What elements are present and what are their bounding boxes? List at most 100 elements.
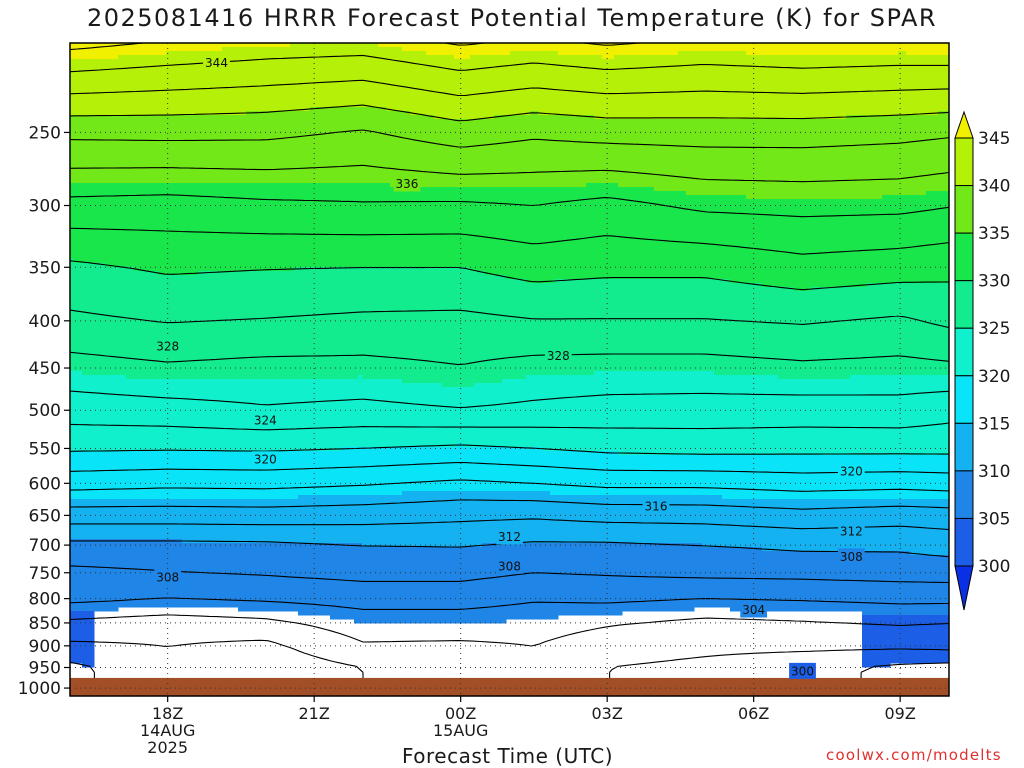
y-tick-label-500: 500 bbox=[29, 401, 61, 421]
y-tick-label-800: 800 bbox=[29, 590, 61, 610]
contour-label-bg bbox=[837, 463, 865, 480]
contour-label-bg bbox=[837, 548, 865, 565]
contour-306 bbox=[70, 597, 949, 610]
theta-shading bbox=[70, 43, 949, 668]
contour-340 bbox=[70, 104, 949, 122]
contour-302 bbox=[70, 639, 949, 696]
contour-314 bbox=[70, 499, 949, 510]
contour-label-bg bbox=[642, 498, 670, 515]
y-axis: 250 300 350 400 450 500 550 600 650 700 750 800 850 9… bbox=[18, 123, 70, 699]
colorbar-segment bbox=[954, 137, 974, 187]
colorbar-label-310: 310 bbox=[978, 462, 1010, 482]
contour-labels: 344 336 328 328 324 320 320 316 312 312 308 308 308 3… bbox=[154, 54, 865, 679]
y-tick-label-250: 250 bbox=[29, 123, 61, 143]
contour-label-bg bbox=[740, 601, 768, 618]
x-axis-label: Forecast Time (UTC) bbox=[402, 744, 614, 768]
y-tick-label-850: 850 bbox=[29, 614, 61, 634]
contour-label-308: 308 bbox=[156, 571, 179, 585]
contour-label-bg bbox=[496, 528, 523, 545]
colorbar-lower-extend bbox=[954, 565, 974, 611]
colorbar-segment bbox=[954, 232, 974, 282]
y-tick-label-350: 350 bbox=[29, 258, 61, 278]
y-tick-label-400: 400 bbox=[29, 312, 61, 332]
contour-316 bbox=[70, 479, 949, 492]
y-tick-label-300: 300 bbox=[29, 197, 61, 217]
x-tick-date-label: 14AUG bbox=[140, 721, 195, 740]
contour-label-312: 312 bbox=[840, 525, 863, 539]
x-tick-label-09Z: 09Z bbox=[885, 704, 916, 723]
contour-label-bg bbox=[837, 523, 865, 540]
ground-fill bbox=[70, 677, 949, 696]
x-tick-label-18Z: 18Z bbox=[152, 704, 183, 723]
contour-label-304: 304 bbox=[742, 603, 765, 617]
contour-320 bbox=[70, 444, 949, 455]
contour-label-bg bbox=[154, 569, 182, 586]
x-tick-label-00Z: 00Z bbox=[445, 704, 476, 723]
y-tick-label-1000: 1000 bbox=[18, 679, 61, 699]
plot-frame bbox=[69, 42, 950, 697]
contour-label-bg bbox=[544, 347, 572, 364]
colorbar-segment bbox=[954, 375, 974, 424]
colorbar-segment bbox=[954, 185, 974, 234]
x-tick-date-label: 15AUG bbox=[433, 721, 488, 740]
contour-label-344: 344 bbox=[205, 56, 228, 70]
x-tick-label-21Z: 21Z bbox=[299, 704, 330, 723]
colorbar-upper-extend bbox=[954, 110, 974, 139]
contour-330 bbox=[70, 260, 949, 291]
contour-label-336: 336 bbox=[395, 177, 418, 191]
x-tick-label-06Z: 06Z bbox=[738, 704, 769, 723]
contour-label-bg bbox=[251, 411, 279, 428]
contour-label-bg bbox=[393, 175, 421, 192]
colorbar-segment bbox=[954, 517, 974, 567]
source-link[interactable]: coolwx.com/modelts bbox=[826, 746, 1002, 764]
contour-322 bbox=[70, 422, 949, 431]
contour-label-308: 308 bbox=[840, 550, 863, 564]
contour-332 bbox=[70, 227, 949, 255]
colorbar-label-340: 340 bbox=[978, 177, 1010, 197]
contour-label-bg bbox=[203, 54, 230, 71]
y-tick-label-550: 550 bbox=[29, 439, 61, 459]
y-tick-label-750: 750 bbox=[29, 564, 61, 584]
y-tick-label-700: 700 bbox=[29, 536, 61, 556]
colorbar-segment bbox=[954, 470, 974, 519]
contour-label-328: 328 bbox=[547, 349, 570, 363]
contour-label-316: 316 bbox=[645, 500, 668, 514]
colorbar-label-315: 315 bbox=[978, 414, 1010, 434]
contour-336 bbox=[70, 164, 949, 183]
contour-324 bbox=[70, 390, 949, 409]
contour-label-324: 324 bbox=[254, 413, 277, 427]
chart-title: 2025081416 HRRR Forecast Potential Tempe… bbox=[86, 4, 938, 32]
colorbar-label-320: 320 bbox=[978, 367, 1010, 387]
y-tick-label-600: 600 bbox=[29, 474, 61, 494]
contour-326 bbox=[70, 351, 949, 366]
contour-342 bbox=[70, 79, 949, 97]
contour-label-308: 308 bbox=[498, 559, 521, 573]
contour-label-320: 320 bbox=[254, 453, 277, 467]
contour-label-bg bbox=[251, 451, 279, 468]
contour-label-320: 320 bbox=[840, 465, 863, 479]
contour-label-bg bbox=[496, 557, 523, 574]
y-tick-label-900: 900 bbox=[29, 637, 61, 657]
colorbar-label-345: 345 bbox=[978, 129, 1010, 149]
contour-label-bg bbox=[789, 662, 816, 679]
colorbar: 300 305 310 315 320 325 330 335 340 345 bbox=[954, 110, 1010, 611]
colorbar-label-330: 330 bbox=[978, 272, 1010, 292]
y-tick-label-650: 650 bbox=[29, 506, 61, 526]
contour-label-312: 312 bbox=[498, 530, 521, 544]
contour-label-300: 300 bbox=[791, 664, 814, 678]
colorbar-label-305: 305 bbox=[978, 509, 1010, 529]
colorbar-label-300: 300 bbox=[978, 557, 1010, 577]
x-tick-year-label: 2025 bbox=[147, 738, 188, 757]
colorbar-segment bbox=[954, 280, 974, 329]
y-tick-label-450: 450 bbox=[29, 359, 61, 379]
colorbar-label-335: 335 bbox=[978, 224, 1010, 244]
colorbar-segment bbox=[954, 327, 974, 377]
contour-label-bg bbox=[154, 338, 182, 355]
contour-346 bbox=[70, 43, 640, 51]
colorbar-label-325: 325 bbox=[978, 319, 1010, 339]
x-tick-label-03Z: 03Z bbox=[592, 704, 623, 723]
contour-334 bbox=[70, 194, 949, 218]
contour-label-328: 328 bbox=[156, 340, 179, 354]
